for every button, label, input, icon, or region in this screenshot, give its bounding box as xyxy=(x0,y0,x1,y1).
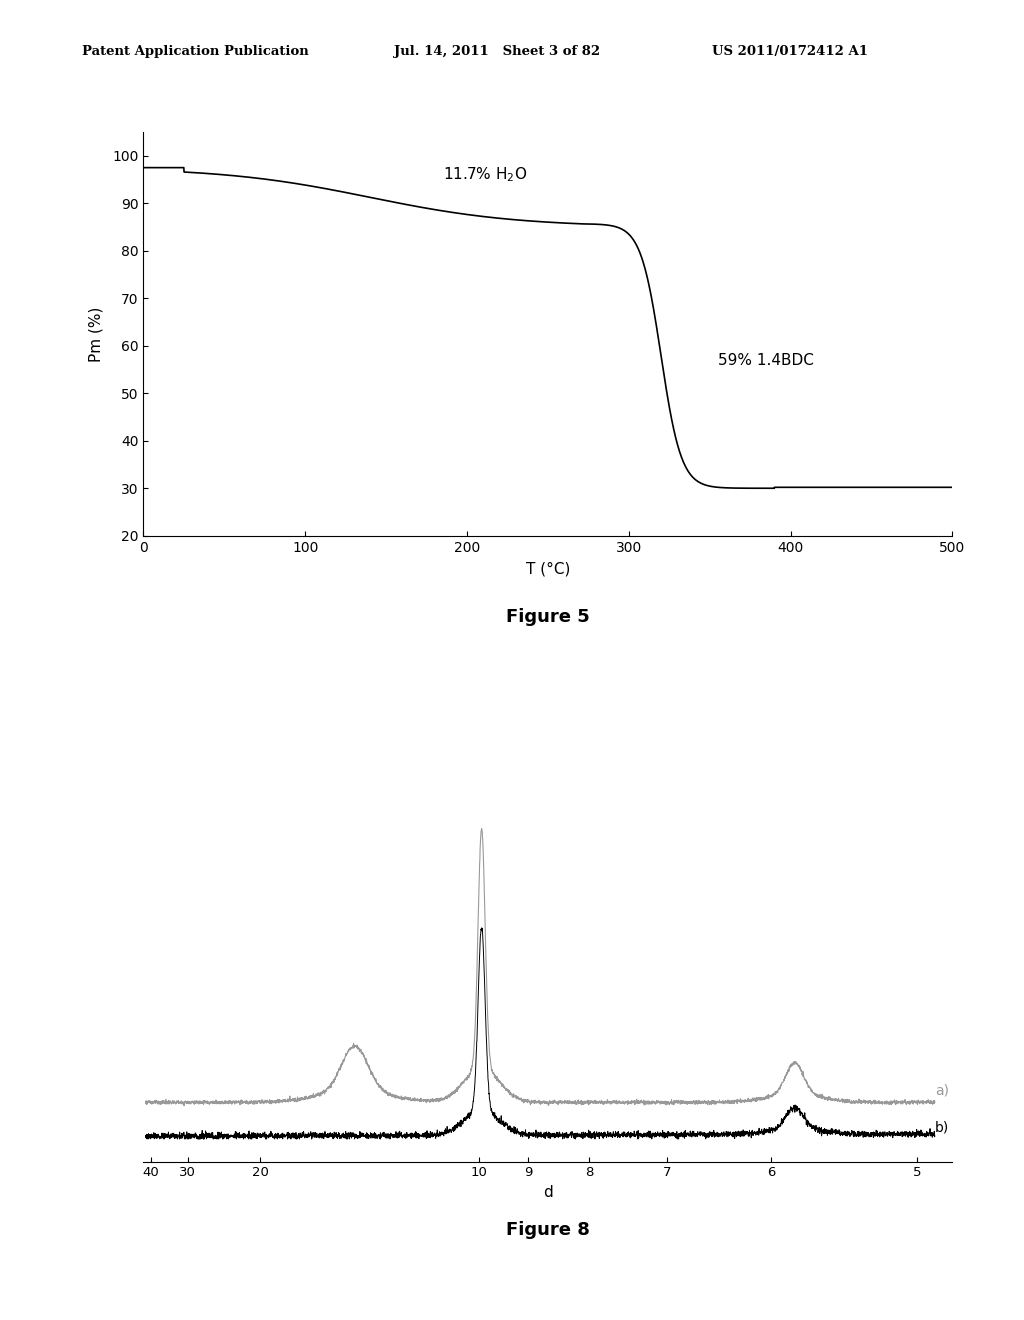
Text: Figure 8: Figure 8 xyxy=(506,1221,590,1239)
X-axis label: d: d xyxy=(543,1185,553,1200)
Text: US 2011/0172412 A1: US 2011/0172412 A1 xyxy=(712,45,867,58)
Y-axis label: Pm (%): Pm (%) xyxy=(89,306,103,362)
X-axis label: T (°C): T (°C) xyxy=(525,561,570,577)
Text: a): a) xyxy=(935,1084,949,1098)
Text: b): b) xyxy=(935,1121,949,1135)
Text: Patent Application Publication: Patent Application Publication xyxy=(82,45,308,58)
Text: 11.7% H$_2$O: 11.7% H$_2$O xyxy=(442,165,526,183)
Text: Figure 5: Figure 5 xyxy=(506,609,590,627)
Text: Jul. 14, 2011   Sheet 3 of 82: Jul. 14, 2011 Sheet 3 of 82 xyxy=(394,45,600,58)
Text: 59% 1.4BDC: 59% 1.4BDC xyxy=(718,352,814,367)
